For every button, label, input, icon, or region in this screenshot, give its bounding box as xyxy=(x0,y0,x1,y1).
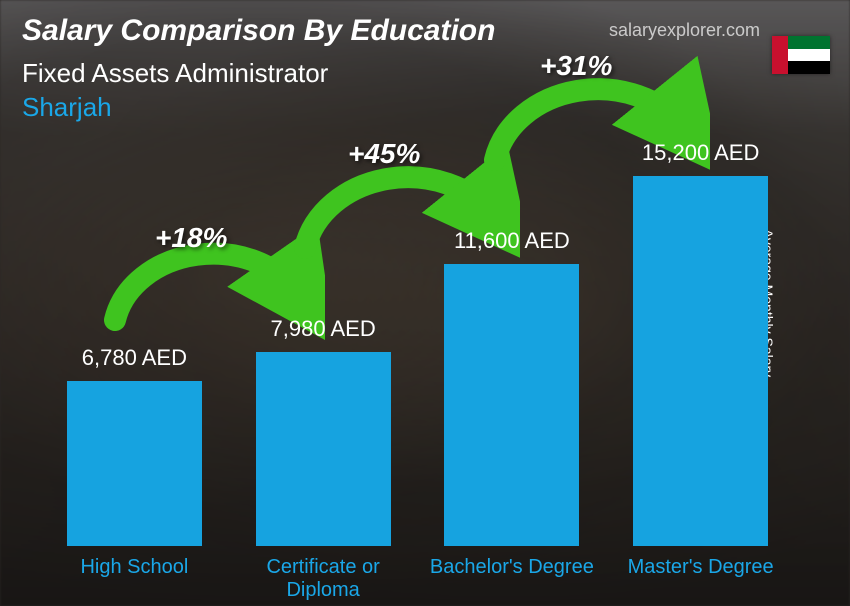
infographic-container: Salary Comparison By Education Fixed Ass… xyxy=(0,0,850,606)
bar-2 xyxy=(444,264,579,546)
watermark: salaryexplorer.com xyxy=(609,20,760,41)
flag-red xyxy=(772,36,788,74)
bar-3 xyxy=(633,176,768,546)
bar-front-2 xyxy=(444,264,579,546)
flag-stripe-1 xyxy=(788,49,830,62)
bar-front-0 xyxy=(67,381,202,546)
bar-group-0: 6,780 AED xyxy=(40,345,229,546)
bar-group-2: 11,600 AED xyxy=(418,228,607,546)
bar-0 xyxy=(67,381,202,546)
uae-flag-icon xyxy=(772,36,830,74)
bar-1 xyxy=(256,352,391,546)
bar-front-1 xyxy=(256,352,391,546)
bar-chart: 6,780 AED 7,980 AED 11,600 AED 15,200 AE… xyxy=(40,106,795,546)
bar-value-2: 11,600 AED xyxy=(454,228,570,254)
flag-stripe-2 xyxy=(788,61,830,74)
x-label-3: Master's Degree xyxy=(606,556,795,598)
flag-stripes xyxy=(788,36,830,74)
flag-stripe-0 xyxy=(788,36,830,49)
chart-subtitle: Fixed Assets Administrator xyxy=(22,58,328,89)
bar-value-1: 7,980 AED xyxy=(271,316,376,342)
x-axis-labels: High School Certificate or Diploma Bache… xyxy=(40,556,795,598)
bar-value-3: 15,200 AED xyxy=(642,140,759,166)
x-label-1: Certificate or Diploma xyxy=(229,556,418,598)
x-label-0: High School xyxy=(40,556,229,598)
bar-value-0: 6,780 AED xyxy=(82,345,187,371)
bar-front-3 xyxy=(633,176,768,546)
bar-group-3: 15,200 AED xyxy=(606,140,795,546)
pct-badge-2: +31% xyxy=(540,50,612,82)
x-label-2: Bachelor's Degree xyxy=(418,556,607,598)
chart-title: Salary Comparison By Education xyxy=(22,14,495,48)
bar-group-1: 7,980 AED xyxy=(229,316,418,546)
